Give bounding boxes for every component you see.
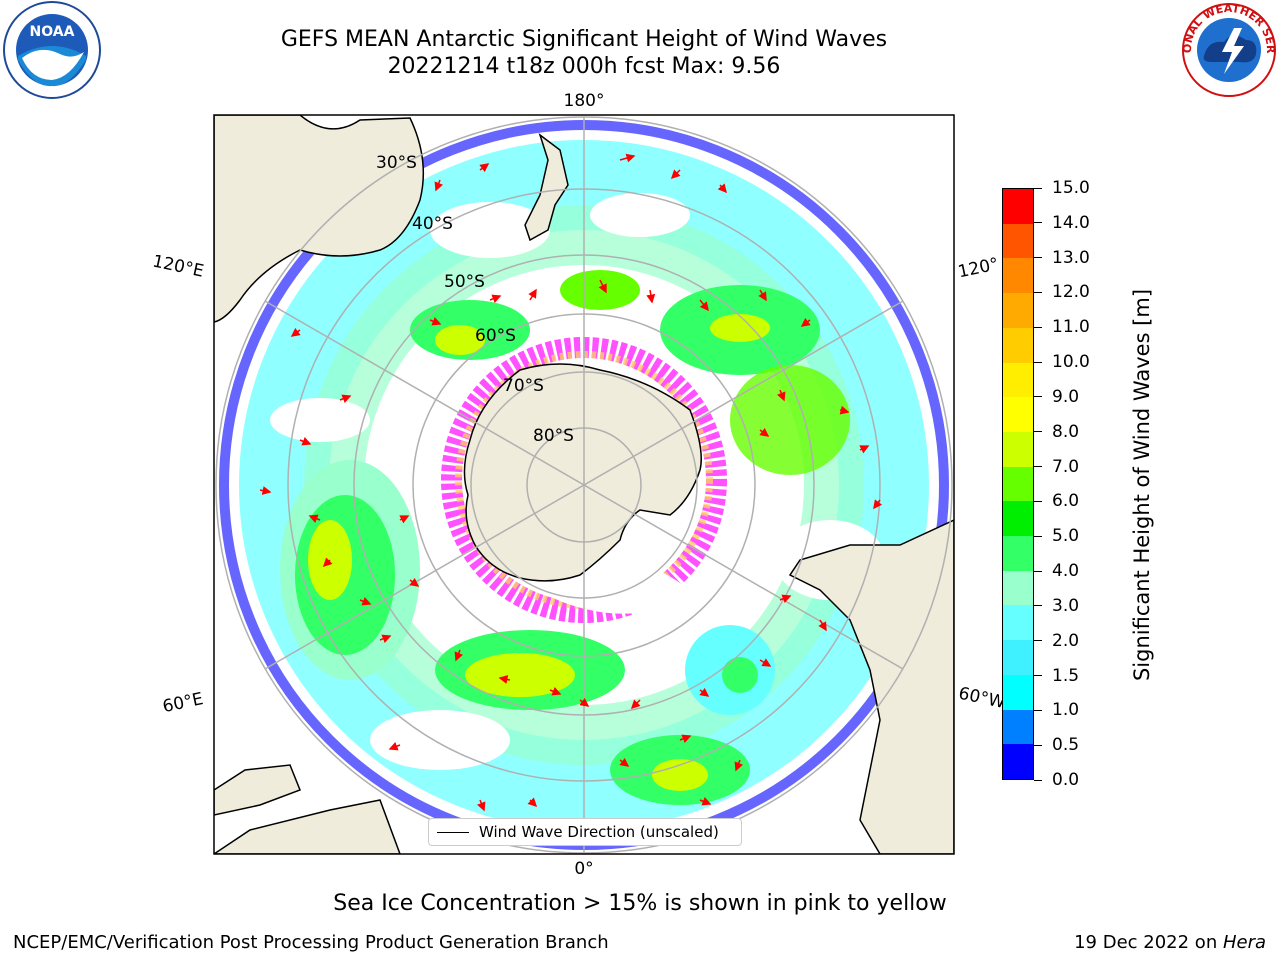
legend-label: Wind Wave Direction (unscaled) xyxy=(479,823,719,841)
lon-label-180: 180° xyxy=(564,91,605,111)
lon-label-60w: 60°W xyxy=(957,684,1007,713)
colorbar-tick xyxy=(1034,709,1042,711)
colorbar-tick xyxy=(1034,675,1042,677)
lat-label-60s: 60°S xyxy=(475,326,516,346)
colorbar-tick-label: 14.0 xyxy=(1052,212,1090,233)
lon-label-120w: 120° xyxy=(956,254,1000,282)
colorbar-segment xyxy=(1003,536,1033,571)
colorbar-tick xyxy=(1034,570,1042,572)
colorbar xyxy=(1002,188,1034,780)
colorbar-segment xyxy=(1003,640,1033,675)
colorbar-tick xyxy=(1034,326,1042,328)
colorbar-segment xyxy=(1003,223,1033,259)
colorbar-segment xyxy=(1003,709,1033,745)
svg-text:NOAA: NOAA xyxy=(30,24,75,40)
colorbar-tick-label: 2.0 xyxy=(1052,630,1080,651)
lon-label-0: 0° xyxy=(574,859,593,879)
colorbar-segment xyxy=(1003,674,1033,710)
colorbar-tick xyxy=(1034,779,1042,781)
colorbar-segment xyxy=(1003,258,1033,294)
sea-ice-note: Sea Ice Concentration > 15% is shown in … xyxy=(333,891,947,916)
colorbar-tick xyxy=(1034,361,1042,363)
colorbar-tick xyxy=(1034,500,1042,502)
colorbar-tick-label: 6.0 xyxy=(1052,491,1080,512)
colorbar-tick-label: 0.0 xyxy=(1052,770,1080,790)
colorbar-segment xyxy=(1003,327,1033,363)
footer-host: Hera xyxy=(1222,932,1266,953)
colorbar-segment xyxy=(1003,501,1033,537)
antarctica xyxy=(463,363,702,582)
colorbar-tick-label: 1.5 xyxy=(1052,665,1080,686)
colorbar-tick-label: 1.0 xyxy=(1052,700,1080,721)
colorbar-tick-label: 4.0 xyxy=(1052,561,1080,582)
colorbar-tick xyxy=(1034,744,1042,746)
footer-date: 19 Dec 2022 on Hera xyxy=(1074,932,1266,953)
map-legend: Wind Wave Direction (unscaled) xyxy=(428,818,742,846)
colorbar-tick xyxy=(1034,535,1042,537)
colorbar-tick-label: 9.0 xyxy=(1052,386,1080,407)
colorbar-tick-label: 3.0 xyxy=(1052,595,1080,616)
colorbar-tick xyxy=(1034,257,1042,259)
graticule xyxy=(215,116,953,854)
colorbar-segment xyxy=(1003,189,1033,224)
colorbar-tick xyxy=(1034,640,1042,642)
lat-label-30s: 30°S xyxy=(376,153,417,173)
colorbar-tick-label: 5.0 xyxy=(1052,526,1080,547)
colorbar-tick xyxy=(1034,466,1042,468)
colorbar-tick-label: 0.5 xyxy=(1052,735,1080,756)
colorbar-segment xyxy=(1003,466,1033,502)
colorbar-tick-label: 15.0 xyxy=(1052,178,1090,198)
land-masses xyxy=(214,115,954,854)
legend-line xyxy=(437,832,469,833)
lon-label-120e: 120°E xyxy=(151,251,206,281)
lon-label-60e: 60°E xyxy=(161,689,205,717)
colorbar-tick xyxy=(1034,291,1042,293)
colorbar-tick xyxy=(1034,222,1042,224)
colorbar-tick-label: 8.0 xyxy=(1052,421,1080,442)
colorbar-tick xyxy=(1034,187,1042,189)
colorbar-label: Significant Height of Wind Waves [m] xyxy=(1130,288,1154,682)
noaa-logo: NOAA xyxy=(3,1,101,99)
colorbar-tick-label: 7.0 xyxy=(1052,456,1080,477)
colorbar-segment xyxy=(1003,570,1033,606)
colorbar-segment xyxy=(1003,431,1033,467)
lat-label-70s: 70°S xyxy=(503,376,544,396)
lat-label-80s: 80°S xyxy=(533,426,574,446)
nws-logo: NATIONAL WEATHER SERVICE xyxy=(1178,0,1277,97)
colorbar-segment xyxy=(1003,293,1033,328)
colorbar-segment xyxy=(1003,605,1033,641)
chart-title: GEFS MEAN Antarctic Significant Height o… xyxy=(280,27,888,52)
colorbar-tick xyxy=(1034,396,1042,398)
colorbar-segment xyxy=(1003,397,1033,432)
colorbar-tick-label: 10.0 xyxy=(1052,352,1090,373)
colorbar-tick-label: 11.0 xyxy=(1052,317,1090,338)
colorbar-segment xyxy=(1003,744,1033,779)
colorbar-tick xyxy=(1034,605,1042,607)
colorbar-tick xyxy=(1034,431,1042,433)
wind-wave-arrows xyxy=(259,153,883,812)
chart-subtitle: 20221214 t18z 000h fcst Max: 9.56 xyxy=(387,54,781,79)
footer-date-text: 19 Dec 2022 on xyxy=(1074,932,1223,953)
colorbar-tick-label: 12.0 xyxy=(1052,282,1090,303)
footer-branch: NCEP/EMC/Verification Post Processing Pr… xyxy=(13,932,609,953)
colorbar-tick-label: 13.0 xyxy=(1052,247,1090,268)
lat-label-50s: 50°S xyxy=(444,272,485,292)
lat-label-40s: 40°S xyxy=(412,214,453,234)
colorbar-segment xyxy=(1003,362,1033,398)
